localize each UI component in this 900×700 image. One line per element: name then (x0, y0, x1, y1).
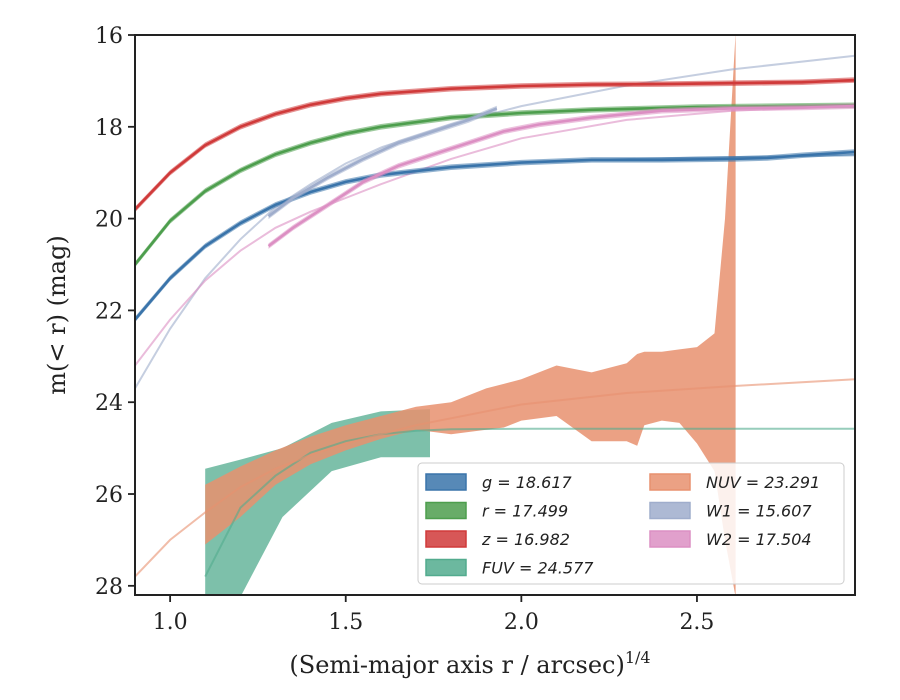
y-tick-label: 20 (95, 208, 123, 233)
w2-model-curve (135, 105, 855, 367)
error-bands (205, 35, 736, 595)
x-tick-label: 1.0 (153, 610, 188, 635)
r-data-curve (135, 103, 855, 266)
legend-label-w1: W1 = 15.607 (706, 502, 812, 521)
nuv-model-curve (135, 378, 855, 578)
legend-swatch-z (425, 530, 467, 548)
y-tick-label: 28 (95, 575, 123, 600)
x-tick-label: 2.5 (679, 610, 714, 635)
w1-data-curve (267, 107, 498, 218)
y-tick-label: 22 (95, 299, 123, 324)
r-model-curve (135, 104, 855, 266)
data-curves (135, 77, 855, 323)
legend-label-w2: W2 = 17.504 (706, 530, 812, 549)
legend-swatch-nuv (649, 473, 691, 491)
legend-swatch-w2 (649, 530, 691, 548)
legend-label-nuv: NUV = 23.291 (706, 473, 820, 492)
x-axis-title: (Semi-major axis r / arcsec)1/4 (289, 648, 650, 679)
y-tick-label: 18 (95, 116, 123, 141)
z-data-curve (135, 78, 855, 211)
plot-frame (134, 34, 856, 596)
legend-label-g: g = 18.617 (482, 473, 573, 492)
w2-data-curve (267, 104, 855, 248)
legend-label-z: z = 16.982 (481, 530, 570, 549)
legend-label-r: r = 17.499 (482, 502, 568, 521)
y-tick-label: 24 (95, 391, 123, 416)
y-tick-label: 16 (95, 24, 123, 49)
w2-data-band (268, 103, 855, 249)
fuv-error-region (205, 409, 430, 595)
g-data-curve (135, 150, 855, 321)
x-tick-label: 1.5 (328, 610, 363, 635)
x-axis-title-text: (Semi-major axis r / arcsec) (289, 651, 624, 679)
legend-swatch-r (425, 501, 467, 520)
legend: g = 18.617 r = 17.499 z = 16.982 FUV = 24.5… (417, 462, 845, 585)
y-axis-title: m(< r) (mag) (43, 235, 71, 394)
legend-label-fuv: FUV = 24.577 (482, 559, 594, 578)
x-tick-label: 2.0 (504, 610, 539, 635)
legend-swatch-g (425, 473, 467, 491)
y-axis-ticks: 16 18 20 22 24 26 28 (95, 24, 135, 600)
legend-swatch-fuv (425, 558, 467, 577)
x-axis-ticks: 1.0 1.5 2.0 2.5 (153, 595, 714, 635)
legend-swatch-w1 (649, 501, 691, 520)
r-data-band (135, 102, 855, 268)
g-data-band (135, 149, 855, 323)
legend-box (417, 462, 845, 585)
y-tick-label: 26 (95, 483, 123, 508)
x-axis-title-exponent: 1/4 (625, 648, 651, 667)
z-data-band (135, 77, 855, 213)
